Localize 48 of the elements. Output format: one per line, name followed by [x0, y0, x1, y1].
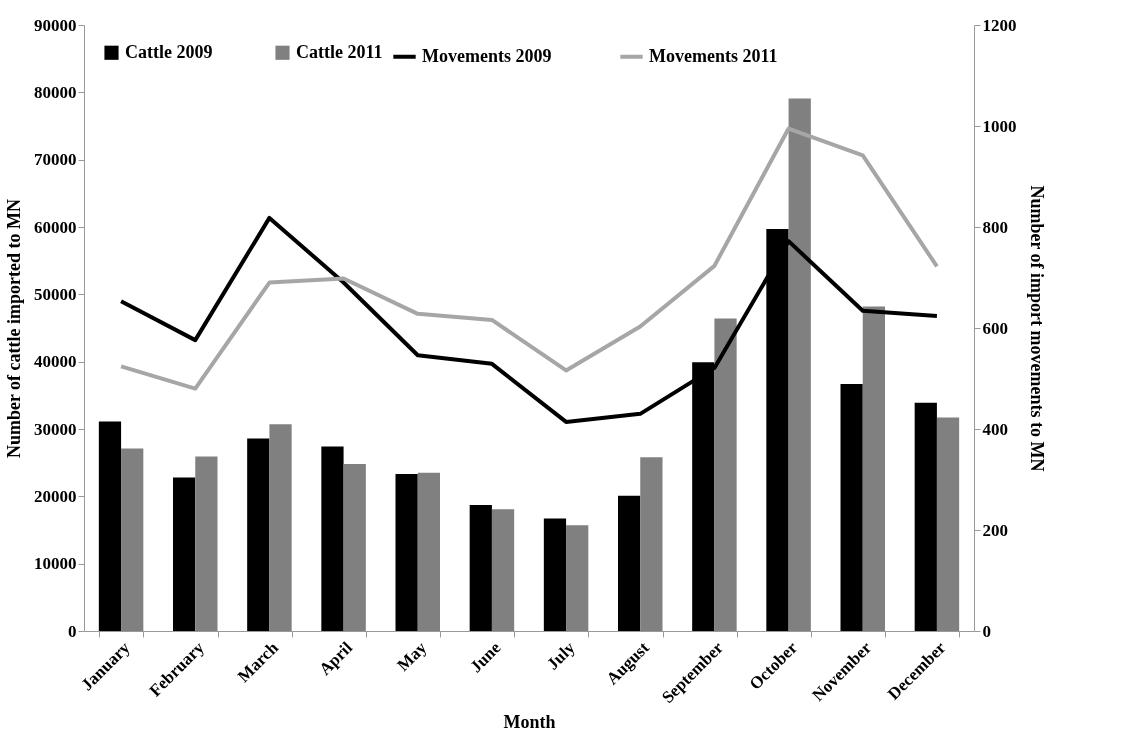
bar — [936, 417, 960, 631]
y-tick-label: 60000 — [34, 217, 77, 237]
y-tick-label: 40000 — [34, 352, 77, 372]
y2-tick-label: 400 — [982, 419, 1008, 439]
y-tick-label: 0 — [68, 621, 77, 641]
bar — [640, 457, 663, 631]
y2-tick-label: 600 — [982, 318, 1008, 338]
bar — [469, 505, 492, 631]
bar — [714, 318, 737, 631]
bar — [395, 474, 418, 631]
line-series — [119, 126, 939, 391]
y-tick-label: 20000 — [34, 486, 77, 506]
y-tick-label: 30000 — [34, 419, 77, 439]
bar — [840, 383, 863, 631]
y-tick-label: 90000 — [34, 15, 77, 35]
legend-label: Cattle 2009 — [125, 41, 213, 62]
y2-axis-title: Number of import movements to MN — [1026, 185, 1047, 472]
bar — [417, 472, 440, 631]
bar — [321, 446, 344, 631]
bar — [543, 518, 567, 631]
y2-tick-label: 800 — [982, 217, 1008, 237]
y-tick-label: 10000 — [34, 554, 77, 574]
y-axis-title: Number of cattle imported to MN — [4, 198, 24, 459]
y2-tick-label: 200 — [982, 520, 1008, 540]
bar — [121, 448, 144, 631]
legend-label: Movements 2011 — [649, 45, 778, 66]
x-tick-label: July — [543, 637, 579, 674]
y-tick-label: 80000 — [34, 82, 77, 102]
y-tick-label: 50000 — [34, 284, 77, 304]
legend-label: Movements 2009 — [422, 45, 552, 66]
y-tick-label: 70000 — [34, 150, 77, 170]
x-axis-title: Month — [503, 712, 556, 733]
bar — [269, 424, 292, 631]
bar — [788, 98, 811, 631]
bar — [343, 464, 366, 631]
bar — [247, 438, 270, 631]
y2-tick-label: 1000 — [982, 116, 1017, 136]
bar — [195, 456, 218, 631]
y2-tick-label: 1200 — [982, 15, 1017, 35]
bar — [914, 402, 937, 631]
y2-tick-label: 0 — [982, 621, 991, 641]
bar — [618, 495, 641, 631]
bar — [173, 477, 196, 631]
legend-label: Cattle 2011 — [296, 41, 383, 62]
bar — [566, 525, 589, 631]
bar — [862, 306, 885, 631]
bar — [98, 421, 122, 631]
bar — [491, 509, 515, 631]
